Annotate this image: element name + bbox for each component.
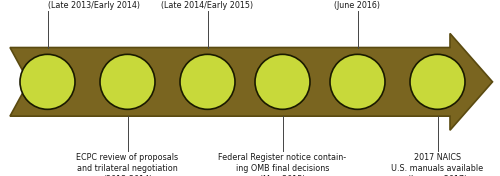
- Text: Federal Register
notice containing ECPC recommen-
dation to OMB
(Late 2014/Early: Federal Register notice containing ECPC …: [136, 0, 278, 10]
- Ellipse shape: [410, 54, 465, 109]
- Ellipse shape: [180, 54, 235, 109]
- Text: Federal Register notice contain-
ing OMB final decisions
(May 2015): Federal Register notice contain- ing OMB…: [218, 153, 346, 176]
- Text: Federal Register notice
soliciting proposals
(Late 2013/Early 2014): Federal Register notice soliciting propo…: [48, 0, 140, 10]
- Ellipse shape: [100, 54, 155, 109]
- Ellipse shape: [20, 54, 75, 109]
- Polygon shape: [10, 33, 492, 130]
- Ellipse shape: [330, 54, 385, 109]
- Ellipse shape: [255, 54, 310, 109]
- Text: 2017 NAICS
U.S. manuals available
(January 2017): 2017 NAICS U.S. manuals available (Janua…: [392, 153, 484, 176]
- Text: 2017 NAICS U.S. manual
manuscript submitted to OMB
(June 2016): 2017 NAICS U.S. manual manuscript submit…: [297, 0, 418, 10]
- Text: ECPC review of proposals
and trilateral negotiation
(2013-2014): ECPC review of proposals and trilateral …: [76, 153, 178, 176]
